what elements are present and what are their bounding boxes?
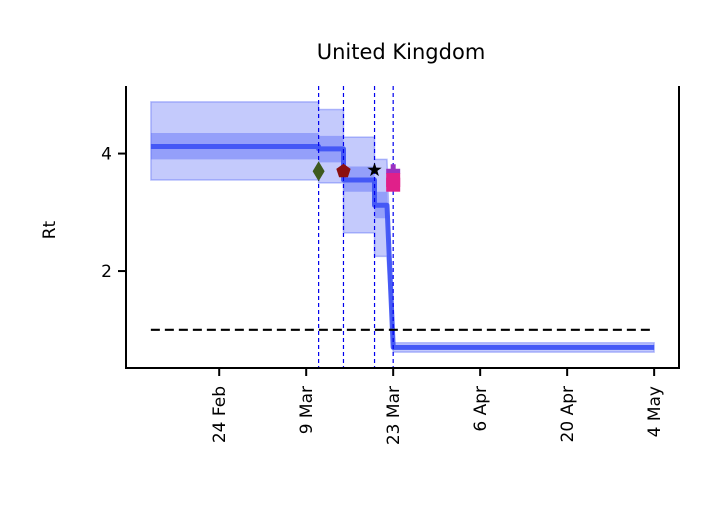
x-tick-label: 4 May (645, 386, 665, 437)
y-tick-label: 2 (101, 262, 112, 282)
axes-frame (125, 86, 680, 369)
x-tick-label: 24 Feb (210, 386, 230, 443)
plot-area (150, 86, 655, 368)
marker-square (386, 177, 401, 192)
x-tick-label: 20 Apr (558, 386, 578, 442)
y-tick-label: 4 (101, 145, 112, 165)
x-tick-label: 9 Mar (297, 386, 317, 434)
x-axis: 24 Feb 9 Mar 23 Mar 6 Apr 20 Apr 4 May (210, 368, 665, 445)
x-tick-label: 23 Mar (384, 386, 404, 445)
marker-pentagon (336, 163, 351, 178)
marker-diamond (312, 161, 325, 182)
y-axis-label: Rt (40, 220, 60, 239)
chart-title: United Kingdom (317, 40, 486, 64)
y-axis: 24 (101, 145, 126, 282)
x-tick-label: 6 Apr (471, 386, 491, 432)
rt-median-line (150, 144, 655, 350)
ci-95-band (150, 101, 655, 353)
ci-50-band (150, 133, 655, 350)
marker-star (367, 162, 382, 177)
